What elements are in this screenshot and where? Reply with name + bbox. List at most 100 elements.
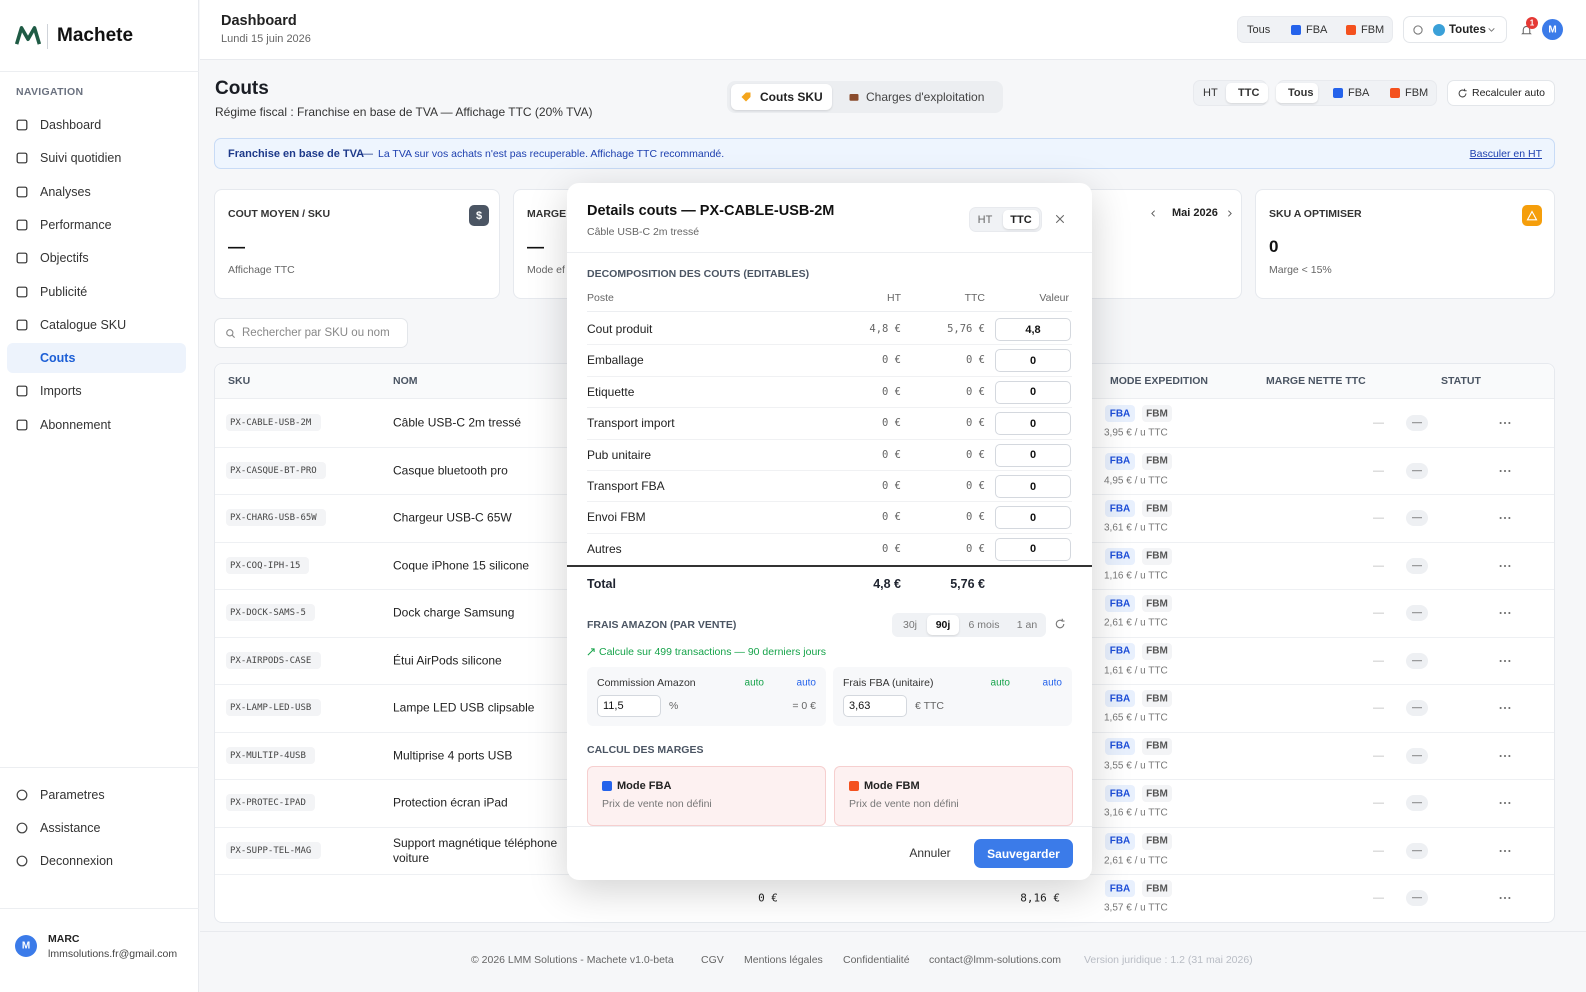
column-header: MODE EXPEDITION [1110, 375, 1209, 387]
mode-badge[interactable] [1105, 880, 1135, 897]
icon [15, 26, 41, 45]
margin: — [1373, 797, 1384, 809]
save-button[interactable] [974, 839, 1073, 868]
mode-label: FBM [1146, 788, 1168, 799]
user-name: MARC [48, 933, 80, 945]
segment[interactable]: FBM [1361, 23, 1385, 36]
segment[interactable]: Tous [1288, 87, 1314, 99]
cost-input[interactable] [995, 506, 1071, 530]
mode-badge[interactable] [1105, 690, 1135, 707]
icon [16, 789, 28, 801]
cost-input[interactable] [995, 412, 1071, 436]
nav-item[interactable]: Publicité [40, 284, 88, 299]
mode-badge[interactable] [1142, 642, 1172, 660]
mode-badge[interactable] [1105, 785, 1135, 802]
mode-badge[interactable] [1142, 832, 1172, 850]
nav-item[interactable]: Couts [40, 351, 76, 366]
footer-item[interactable]: Mentions légales [744, 954, 823, 966]
fee-value: 11,5 [603, 700, 624, 712]
product-name: Dock charge Samsung [393, 605, 515, 620]
divider [0, 71, 199, 72]
period[interactable]: 6 mois [968, 619, 1000, 631]
cost-ttc: 0 € [966, 417, 985, 430]
mode-badge[interactable] [1142, 405, 1172, 422]
nav-item[interactable]: Dashboard [40, 118, 102, 132]
nav-item[interactable]: Analyses [40, 184, 91, 199]
tab[interactable]: Charges d'exploitation [866, 90, 985, 104]
mode-badge[interactable] [1105, 405, 1135, 422]
column-header: TTC [964, 292, 985, 304]
segment[interactable]: HT [977, 213, 993, 226]
status-pill [1406, 842, 1428, 859]
segment[interactable]: FBA [1348, 87, 1370, 99]
period[interactable]: 30j [902, 619, 918, 631]
cost-input[interactable] [995, 537, 1071, 561]
cost-input[interactable] [995, 380, 1071, 404]
nav-item[interactable]: Parametres [40, 788, 105, 802]
mode-badge[interactable] [1142, 737, 1172, 755]
segment[interactable]: FBM [1405, 87, 1429, 99]
segment[interactable]: Tous [1247, 23, 1271, 36]
icon [1055, 618, 1065, 629]
total-label: Total [587, 577, 616, 591]
card-sub: Mode ef [527, 264, 565, 276]
mode-badge[interactable] [1142, 785, 1172, 802]
mode-badge[interactable] [1105, 595, 1135, 612]
mode-badge[interactable] [1105, 642, 1135, 660]
cost-input[interactable] [995, 443, 1071, 467]
footer-item[interactable]: contact@lmm-solutions.com [929, 954, 1062, 966]
fee: 3,55 € / u TTC [1104, 760, 1168, 771]
nav-item[interactable]: Suivi quotidien [40, 151, 122, 166]
cost-input[interactable] [995, 349, 1071, 373]
column-header: Poste [587, 292, 614, 304]
auto-tag[interactable]: auto [1042, 677, 1062, 689]
sku: PX-LAMP-LED-USB [230, 703, 312, 713]
card-icon [1522, 205, 1542, 226]
nav-item[interactable]: Performance [40, 217, 112, 232]
status-pill [1406, 510, 1428, 526]
fee-input[interactable] [597, 695, 661, 717]
mode-badge[interactable] [1105, 832, 1135, 850]
segment[interactable]: FBA [1306, 23, 1328, 36]
mode-badge[interactable] [1142, 452, 1172, 470]
nav-item[interactable]: Catalogue SKU [40, 317, 127, 332]
mode-badge[interactable] [1105, 452, 1135, 470]
nav-item[interactable]: Imports [40, 384, 82, 399]
period[interactable]: 1 an [1016, 619, 1038, 631]
avatar[interactable] [1542, 19, 1563, 40]
status-pill [1406, 700, 1428, 716]
auto-tag[interactable]: auto [796, 677, 816, 689]
mode-badge[interactable] [1105, 737, 1135, 755]
sku: PX-MULTIP-4USB [230, 750, 306, 761]
period[interactable]: 90j [935, 619, 951, 631]
footer-item[interactable]: CGV [701, 954, 724, 966]
segment[interactable]: HT [1203, 87, 1218, 99]
nav-item[interactable]: Abonnement [40, 417, 111, 432]
segment[interactable]: TTC [1238, 87, 1260, 99]
mode-badge[interactable] [1105, 547, 1135, 565]
modal-subtitle: Câble USB-C 2m tressé [587, 226, 700, 238]
nav-item[interactable]: Deconnexion [40, 854, 113, 868]
tab[interactable]: Couts SKU [760, 90, 823, 104]
mode-badge[interactable] [1105, 500, 1135, 517]
recalc-button[interactable] [1447, 80, 1555, 106]
cost-input[interactable] [995, 318, 1071, 341]
mode-badge[interactable] [1142, 690, 1172, 707]
footer-item[interactable]: Confidentialité [843, 954, 910, 966]
cancel-button[interactable]: Annuler [909, 846, 951, 860]
nav-item[interactable]: Assistance [40, 821, 101, 835]
nav-item[interactable]: Objectifs [40, 251, 89, 266]
search[interactable] [214, 318, 408, 348]
segment-active [1003, 210, 1039, 229]
cost-input[interactable] [995, 475, 1071, 498]
mode-badge[interactable] [1142, 547, 1172, 565]
fee-input[interactable] [843, 695, 907, 717]
mode-badge[interactable] [1142, 500, 1172, 517]
mode-badge[interactable] [1142, 595, 1172, 612]
card-label: SKU A OPTIMISER [1269, 208, 1362, 220]
mode-badge[interactable] [1142, 880, 1172, 897]
banner-link[interactable]: Basculer en HT [1469, 148, 1542, 160]
segment[interactable]: TTC [1010, 213, 1032, 226]
product-name: Coque iPhone 15 silicone [393, 558, 530, 572]
